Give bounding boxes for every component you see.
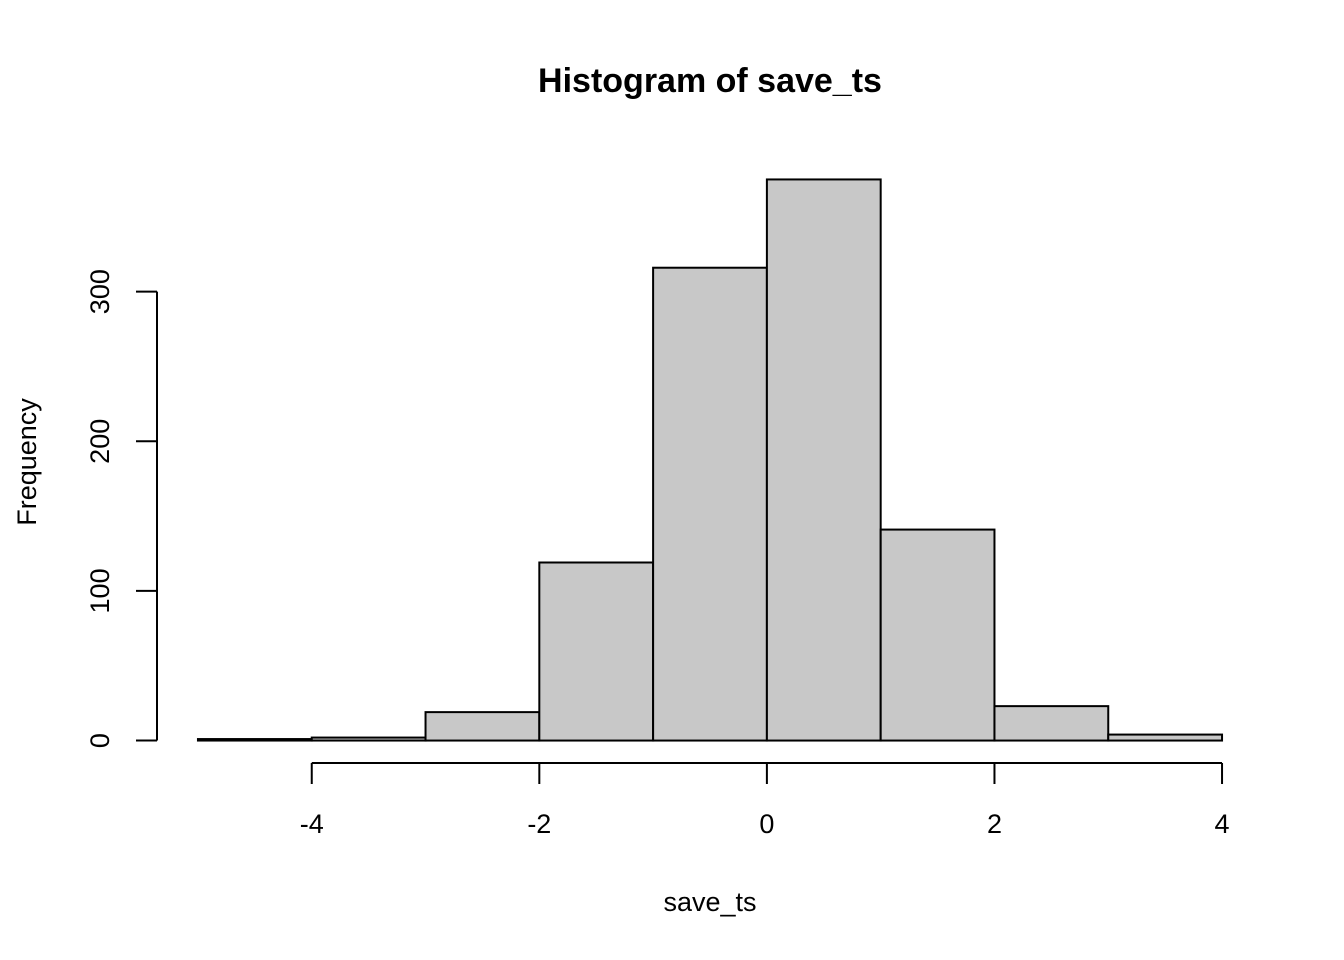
y-tick-label: 0 [85, 733, 115, 748]
y-axis-label: Frequency [12, 398, 42, 526]
x-tick-label: -2 [527, 809, 551, 839]
bar [310, 736, 427, 742]
x-tick-label: 2 [987, 809, 1002, 839]
y-tick-label: 200 [85, 419, 115, 464]
y-tick-label: 100 [85, 568, 115, 613]
chart-title: Histogram of save_ts [538, 62, 882, 100]
bar [879, 528, 996, 742]
x-axis-label: save_ts [663, 887, 756, 917]
bar [652, 266, 768, 742]
x-tick-label: -4 [300, 809, 324, 839]
x-tick-label: 0 [759, 809, 774, 839]
bar [424, 711, 541, 742]
bar [993, 705, 1110, 742]
x-tick-label: 4 [1215, 809, 1230, 839]
y-tick-label: 300 [85, 269, 115, 314]
bar [1107, 733, 1224, 742]
bar [538, 561, 655, 742]
bar [196, 738, 313, 742]
bar [765, 178, 882, 742]
